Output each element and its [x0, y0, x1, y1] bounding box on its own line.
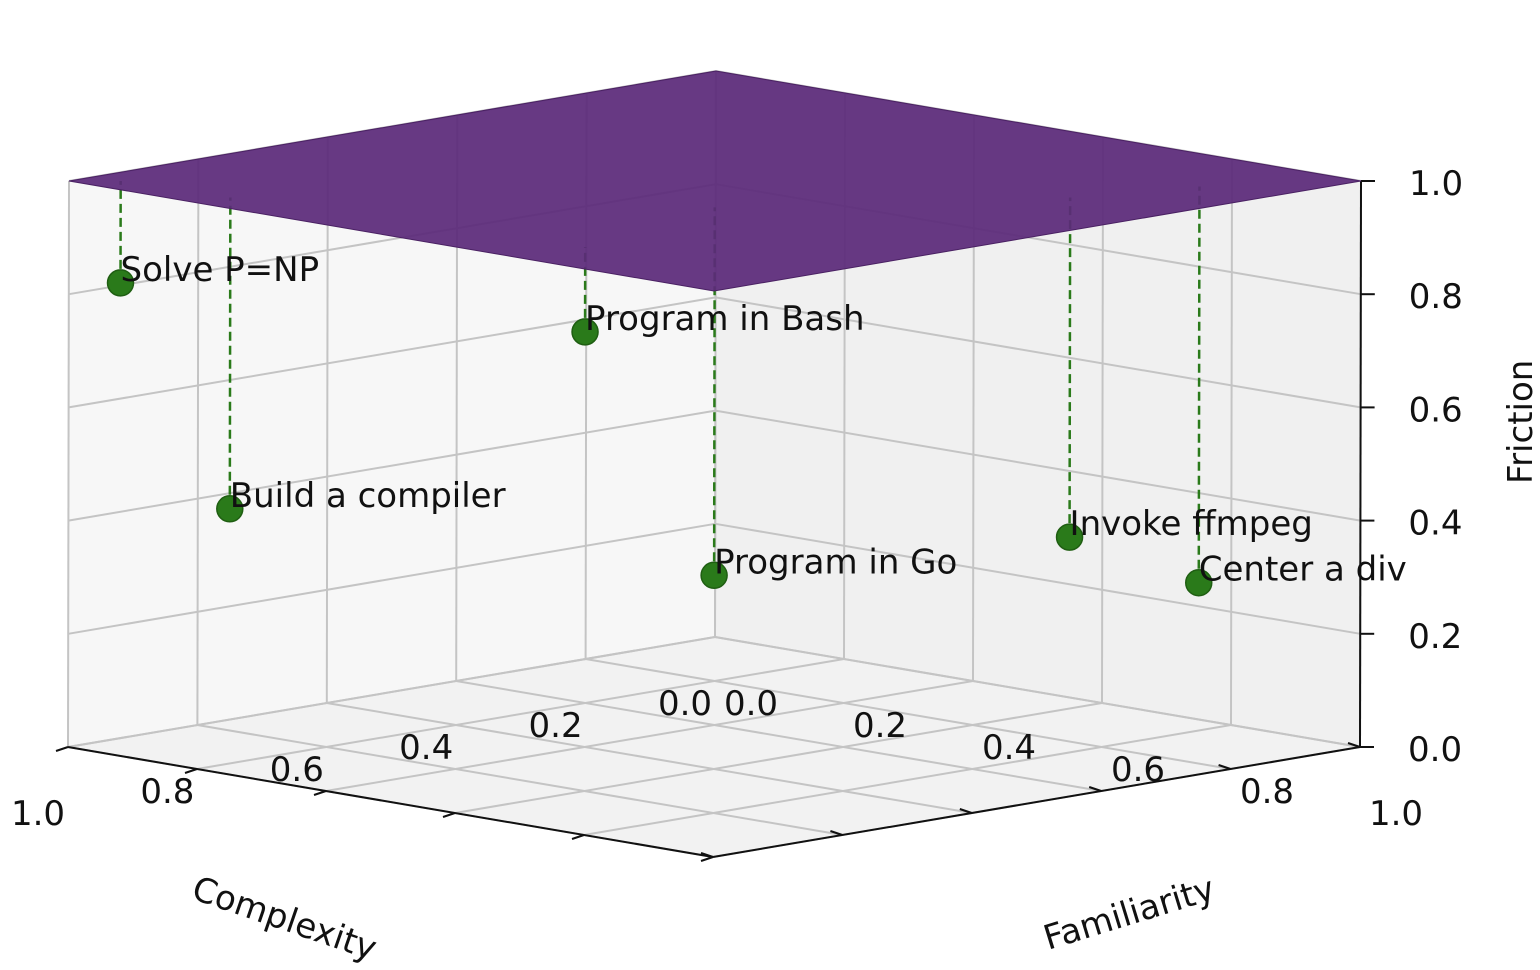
grid-line	[715, 409, 1361, 522]
grid-line	[196, 658, 845, 770]
stem-line	[712, 207, 717, 576]
y-tick-label: 0.8	[1240, 772, 1294, 812]
grid-line	[325, 680, 974, 792]
grid-line	[68, 409, 716, 522]
stem-line	[1197, 186, 1201, 583]
point-label: Build a compiler	[230, 476, 506, 516]
grid-line	[454, 702, 1103, 814]
grid-line	[585, 658, 1231, 770]
point-label: Center a div	[1199, 550, 1407, 590]
y-axis-label: Familiarity	[1039, 869, 1219, 959]
z-axis-line	[1359, 180, 1362, 748]
point-label: Invoke ffmpeg	[1070, 504, 1313, 544]
x-tick-label: 0.6	[270, 750, 324, 790]
y-tick-mark	[571, 834, 585, 840]
y-tick-mark	[184, 768, 198, 774]
grid-line	[68, 522, 716, 635]
x-tick-label: 0.2	[529, 706, 583, 746]
y-tick-mark	[55, 746, 69, 752]
x-axis-line	[67, 746, 714, 858]
x-tick-label: 0.0	[658, 684, 712, 724]
grid-line	[715, 522, 1361, 635]
data-point	[1185, 568, 1213, 597]
data-point	[571, 318, 599, 346]
data-point	[1055, 523, 1084, 551]
grid-line	[68, 296, 716, 409]
z-tick-label: 0.4	[1408, 504, 1462, 544]
point-label: Solve P=NP	[121, 250, 320, 290]
x-tick-mark	[1347, 742, 1361, 748]
z-tick-label: 0.6	[1409, 390, 1463, 430]
data-point	[216, 495, 244, 523]
data-points	[106, 269, 1213, 597]
x-axis-label: Complexity	[187, 869, 382, 969]
y-tick-label: 0.2	[853, 706, 907, 746]
z-tick-label: 0.8	[1409, 277, 1463, 317]
z-tick-label: 1.0	[1409, 164, 1463, 204]
point-label: Program in Go	[714, 542, 957, 582]
stem-line	[1068, 197, 1072, 538]
y-axis-line	[712, 746, 1361, 858]
z-tick-label: 0.0	[1408, 730, 1462, 770]
y-tick-mark	[313, 790, 327, 796]
x-tick-label: 1.0	[11, 794, 65, 834]
z-tick-label: 0.2	[1408, 617, 1462, 657]
grid-line	[325, 136, 329, 704]
point-labels: Center a div Invoke ffmpeg Program in Go Pr…	[121, 250, 1407, 590]
axis-lines	[55, 180, 1375, 862]
grid-line	[1101, 136, 1104, 704]
surface-plane	[68, 70, 1362, 292]
z-axis-label: Friction	[1501, 360, 1540, 484]
x-tick-mark	[959, 808, 973, 814]
data-point	[700, 561, 728, 590]
x-tick-mark	[1088, 786, 1102, 792]
data-point	[106, 269, 135, 297]
y-tick-label: 0.0	[724, 684, 778, 724]
y-tick-mark	[700, 856, 714, 862]
grid-line	[326, 702, 972, 814]
stem-line	[228, 197, 232, 509]
x-tick-mark	[1218, 764, 1231, 770]
grid-line	[67, 180, 70, 748]
point-label: Program in Bash	[585, 299, 865, 339]
y-tick-mark	[442, 812, 456, 818]
grid-line	[714, 636, 1361, 748]
grid-line	[1230, 158, 1233, 726]
x-tick-mark	[700, 852, 714, 858]
x-tick-mark	[830, 830, 843, 836]
y-tick-label: 1.0	[1369, 794, 1423, 834]
grid-line	[197, 724, 843, 836]
surface-polygon	[68, 70, 1362, 292]
x-tick-label: 0.8	[140, 772, 194, 812]
tick-labels: 0.0 0.2 0.4 0.6 0.8 1.0 0.0 0.2 0.4 0.6 0.8 1.0 0.0 0…	[11, 164, 1463, 834]
y-tick-label: 0.4	[982, 728, 1036, 768]
grid-line	[67, 636, 716, 748]
grid-line	[196, 158, 200, 726]
y-tick-label: 0.6	[1111, 750, 1165, 790]
grid-line	[715, 296, 1361, 409]
grid-line	[583, 724, 1232, 836]
x-tick-label: 0.4	[399, 728, 453, 768]
grid-line	[456, 680, 1102, 792]
